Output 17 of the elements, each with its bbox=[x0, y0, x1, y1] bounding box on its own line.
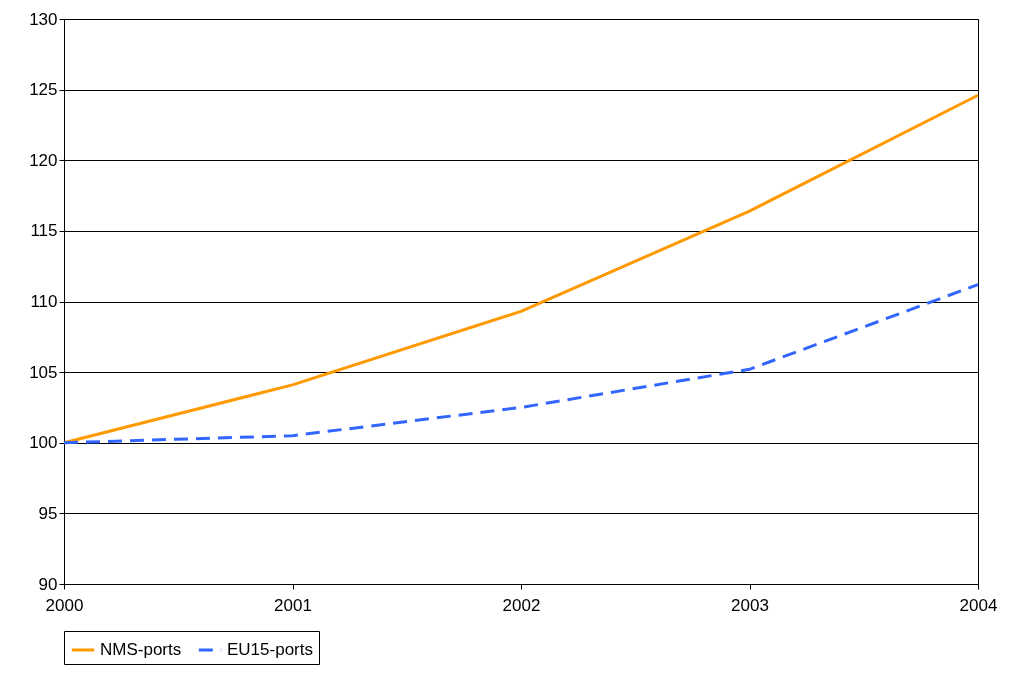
x-tick-label: 2004 bbox=[959, 595, 998, 615]
y-tick-label: 100 bbox=[29, 433, 58, 453]
x-tick-label: 2002 bbox=[502, 595, 541, 615]
y-tick-label: 95 bbox=[38, 503, 58, 523]
line-series bbox=[62, 283, 980, 445]
y-tick-label: 105 bbox=[29, 362, 58, 382]
y-tick-label: 115 bbox=[30, 221, 58, 241]
y-tick-label: 125 bbox=[29, 80, 58, 100]
x-tick-label: 2000 bbox=[45, 595, 84, 615]
y-tick-label: 120 bbox=[29, 150, 58, 170]
legend-label: NMS-ports bbox=[100, 640, 182, 659]
y-tick-label: 130 bbox=[29, 9, 58, 29]
x-tick-label: 2001 bbox=[274, 595, 312, 615]
legend-label: EU15-ports bbox=[227, 640, 313, 659]
y-tick-label: 110 bbox=[30, 292, 58, 311]
x-tick-label: 2003 bbox=[731, 595, 769, 615]
y-tick-label: 90 bbox=[38, 574, 58, 594]
